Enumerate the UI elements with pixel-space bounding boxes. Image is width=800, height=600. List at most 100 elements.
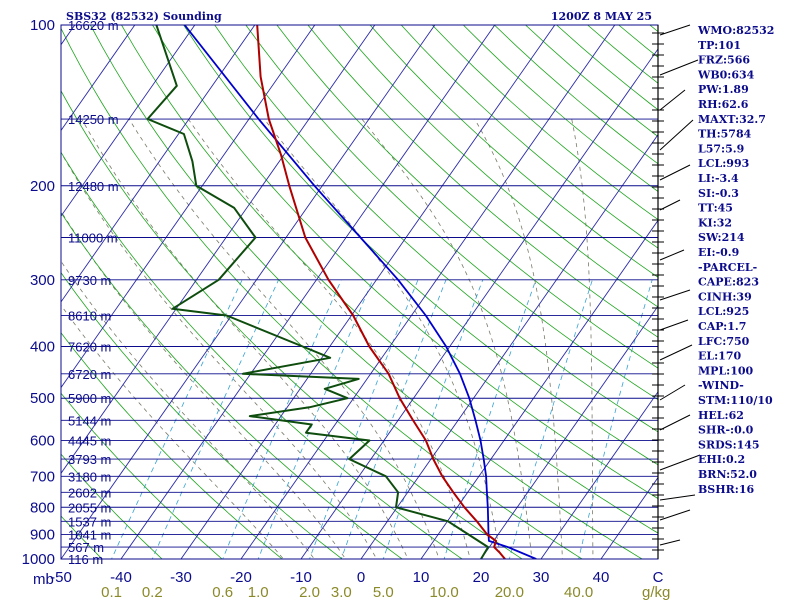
isotherm [540,391,658,559]
wind-barb [659,384,686,401]
mixing-ratio-tick-label: 0.6 [212,584,233,600]
height-label: 3180 m [68,469,111,484]
index-item: HEL:62 [698,409,744,422]
mixing-ratio-line [340,279,447,559]
index-item: TP:101 [698,39,741,52]
dry-adiabat [61,392,223,559]
mixing-ratio-line [151,279,279,559]
height-labels: 16620 m 14250 m 12480 m 11000 m 9730 m 8610 m… [68,18,119,567]
wind-barb [659,344,693,361]
index-item: MAXT:32.7 [698,113,766,126]
mixing-ratio-tick-label: 1.0 [248,584,269,600]
height-label: 14250 m [68,112,119,127]
dewpoint-trace [146,25,490,559]
isotherm [420,219,658,559]
pressure-label: 200 [30,178,55,195]
wind-barb [659,539,681,546]
height-label: 5144 m [68,413,111,428]
index-item: EI:-0.9 [698,246,739,259]
index-item: TH:5784 [698,128,752,141]
index-item: BSHR:16 [698,483,754,496]
index-item: WB0:634 [697,68,755,81]
height-label: 6720 m [68,367,111,382]
wind-barb [659,454,701,471]
temperature-tick-label: 30 [533,569,550,586]
wind-barb [659,494,696,501]
index-item: FRZ:566 [698,54,750,67]
index-item: WMO:82532 [697,24,774,37]
isotherm [300,48,658,559]
isotherm [120,25,496,559]
pressure-label: 500 [30,390,55,407]
dry-adiabat [214,25,658,433]
dry-adiabat [61,453,163,559]
index-item: -PARCEL- [698,261,757,274]
wind-barb [659,24,691,36]
index-item: CINH:39 [698,290,752,303]
wind-barb [659,89,686,111]
isotherm [180,25,556,559]
mixing-ratio-tick-label: 40.0 [564,584,593,600]
dry-adiabat [307,25,658,338]
wind-barb [659,319,689,331]
station-title: SBS32 (82532) Sounding [66,10,222,23]
isotherm [480,305,658,559]
index-item: PW:1.89 [698,83,749,96]
dry-adiabat [369,25,658,278]
isotherm [360,133,658,559]
height-label: 8610 m [68,309,111,324]
mixing-ratio-tick-label: 0.1 [101,584,122,600]
isotherms [61,25,658,559]
dry-adiabat [61,271,343,559]
pressure-label: 700 [30,468,55,485]
dry-adiabat [245,25,658,401]
dry-adiabat [61,27,583,559]
height-label: 4445 m [68,434,111,449]
temperature-tick-labels: -50 -40 -30 -20 -10 0 10 20 30 40 C [50,569,663,586]
height-label: 1041 m [68,528,111,543]
height-label: 2602 m [68,485,111,500]
dry-adiabat [338,25,658,308]
temperature-tick-label: -50 [50,569,72,586]
mixing-ratio-line [382,279,484,559]
pressure-label: 600 [30,433,55,450]
temperature-tick-label: 20 [473,569,490,586]
index-item: L57:5.9 [698,142,744,155]
index-item: CAPE:823 [698,276,759,289]
height-label: 16620 m [68,18,119,33]
pressure-label: 800 [30,499,55,516]
mixing-ratio-line [309,279,419,559]
pressure-unit-label: mb [33,571,54,588]
temperature-tick-label: -40 [110,569,132,586]
dry-adiabat [121,25,658,534]
height-label: 1537 m [68,514,111,529]
index-item: -WIND- [698,379,744,392]
wind-barb [659,164,691,181]
temperature-tick-label: C [653,569,664,586]
mixing-ratio-lines [111,279,653,559]
pressure-labels: 100 200 300 400 500 600 700 800 900 1000 [22,17,55,568]
isotherm [61,25,196,217]
index-item: LCL:993 [698,157,749,170]
height-label: 5900 m [68,391,111,406]
mixing-ratio-tick-label: 3.0 [331,584,352,600]
temperature-tick-label: 40 [593,569,610,586]
mixing-ratio-line [111,279,243,559]
isotherm [61,25,376,475]
dry-adiabat [61,151,463,559]
mixing-ratio-line [508,279,593,559]
temperature-trace [256,25,506,559]
height-label: 12480 m [68,179,119,194]
index-item: SI:-0.3 [698,187,739,200]
dry-adiabat [400,25,658,249]
wind-barb [659,59,699,76]
dry-adiabat [61,515,103,559]
dry-adiabat [61,211,403,559]
mixing-ratio-line [578,279,653,559]
dry-adiabats [61,25,658,559]
wind-barb [659,414,691,431]
index-item: RH:62.6 [698,98,749,111]
isotherm [61,25,316,389]
